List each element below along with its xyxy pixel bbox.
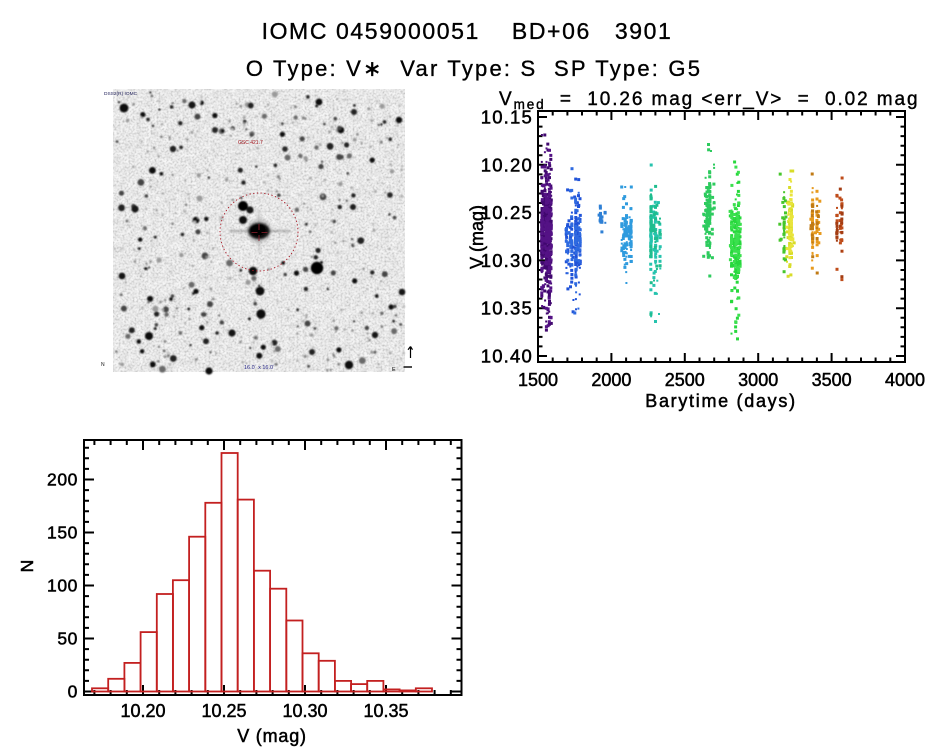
svg-text:4000: 4000 bbox=[885, 370, 925, 390]
svg-text:50: 50 bbox=[57, 629, 78, 649]
svg-text:1500: 1500 bbox=[518, 370, 558, 390]
svg-text:0: 0 bbox=[68, 682, 78, 702]
svg-text:3000: 3000 bbox=[738, 370, 778, 390]
svg-text:DSS2(R) IOMC: DSS2(R) IOMC bbox=[104, 91, 138, 97]
svg-text:10.30: 10.30 bbox=[282, 701, 327, 721]
svg-text:Barytime (days): Barytime (days) bbox=[645, 391, 797, 411]
svg-text:N: N bbox=[17, 560, 37, 573]
svg-text:N: N bbox=[101, 362, 105, 368]
svg-text:16.0´ x 16.0´: 16.0´ x 16.0´ bbox=[244, 365, 275, 371]
svg-text:2000: 2000 bbox=[591, 370, 631, 390]
svg-text:Vmed = 10.26 mag <err_V> =: Vmed = 10.26 mag <err_V> = 0.02 mag bbox=[499, 89, 919, 112]
svg-text:100: 100 bbox=[47, 576, 78, 596]
svg-text:10.15: 10.15 bbox=[481, 107, 533, 128]
svg-text:O Type: V∗ Var Type: S SP Ty: O Type: V∗ Var Type: S SP Type: G5 bbox=[246, 56, 702, 81]
svg-text:GSC 421.7: GSC 421.7 bbox=[238, 140, 263, 146]
svg-text:V (mag): V (mag) bbox=[467, 205, 487, 269]
svg-text:10.20: 10.20 bbox=[481, 154, 533, 175]
svg-text:3500: 3500 bbox=[812, 370, 852, 390]
svg-text:10.25: 10.25 bbox=[481, 202, 533, 223]
svg-text:150: 150 bbox=[47, 523, 78, 543]
svg-text:V (mag): V (mag) bbox=[237, 726, 307, 746]
svg-text:2500: 2500 bbox=[665, 370, 705, 390]
svg-text:10.30: 10.30 bbox=[481, 250, 533, 271]
svg-text:IOMC 0459000051 BD+06 390: IOMC 0459000051 BD+06 3901 bbox=[262, 18, 673, 44]
svg-text:10.20: 10.20 bbox=[120, 701, 165, 721]
svg-text:10.40: 10.40 bbox=[481, 346, 533, 367]
svg-text:10.25: 10.25 bbox=[201, 701, 246, 721]
svg-text:10.35: 10.35 bbox=[363, 701, 408, 721]
svg-text:E: E bbox=[392, 367, 396, 373]
svg-text:10.35: 10.35 bbox=[481, 298, 533, 319]
svg-text:200: 200 bbox=[47, 470, 78, 490]
